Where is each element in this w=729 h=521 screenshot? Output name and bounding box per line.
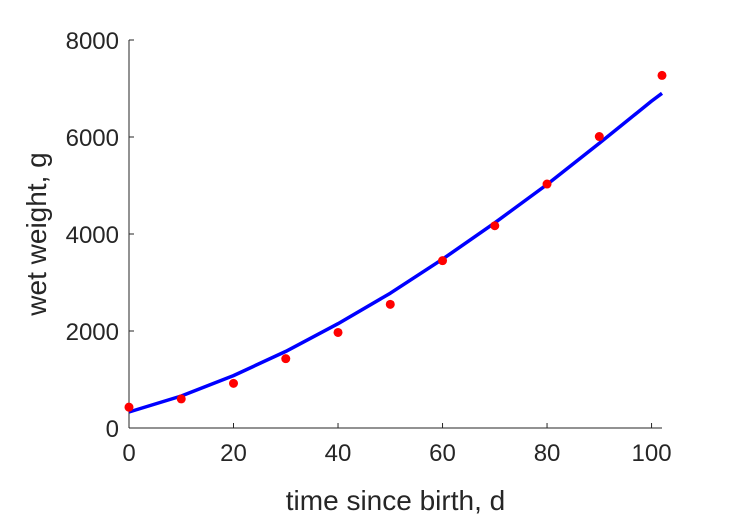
x-tick-label: 20	[220, 440, 247, 467]
fit-line	[128, 91, 664, 414]
y-tick-label: 8000	[66, 28, 119, 55]
x-axis-label: time since birth, d	[286, 485, 505, 516]
x-tick-label: 0	[122, 440, 135, 467]
data-point	[490, 221, 500, 231]
y-tick-label: 6000	[66, 125, 119, 152]
data-point	[281, 354, 291, 364]
data-point	[229, 378, 239, 388]
y-axis-label: wet weight, g	[21, 152, 52, 316]
y-tick-label: 0	[106, 416, 119, 443]
data-point	[333, 327, 343, 337]
data-point	[438, 256, 448, 266]
data-point	[176, 394, 186, 404]
x-tick-label: 60	[429, 440, 456, 467]
x-tick-label: 40	[325, 440, 352, 467]
data-point	[542, 179, 552, 189]
y-tick-label: 2000	[66, 319, 119, 346]
data-point	[594, 132, 604, 142]
data-point	[124, 402, 134, 412]
x-tick-label: 80	[534, 440, 561, 467]
series-layer	[124, 70, 667, 414]
axes	[128, 40, 662, 429]
y-tick-label: 4000	[66, 222, 119, 249]
x-ticks: 0 20 40 60 80 100	[122, 423, 672, 467]
data-point	[385, 299, 395, 309]
x-tick-label: 100	[632, 440, 672, 467]
y-ticks: 0 2000 4000 6000 8000	[66, 28, 134, 443]
data-point	[657, 70, 667, 80]
